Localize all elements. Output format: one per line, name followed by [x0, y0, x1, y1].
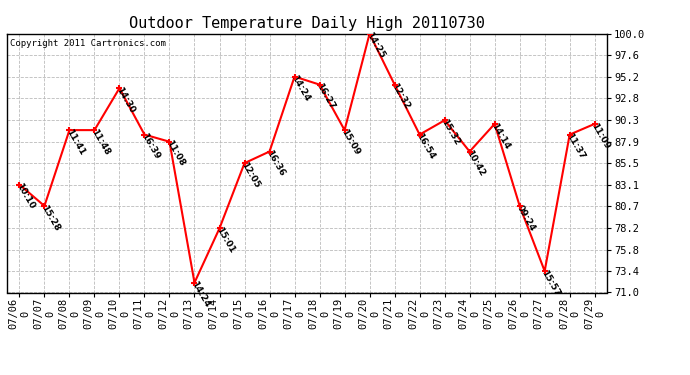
Text: 11:48: 11:48 [90, 128, 112, 157]
Title: Outdoor Temperature Daily High 20110730: Outdoor Temperature Daily High 20110730 [129, 16, 485, 31]
Text: 15:09: 15:09 [339, 128, 362, 157]
Text: 16:54: 16:54 [415, 132, 437, 161]
Text: 16:39: 16:39 [139, 132, 161, 161]
Text: 10:42: 10:42 [464, 149, 486, 178]
Text: 14:24: 14:24 [190, 280, 212, 309]
Text: 15:32: 15:32 [440, 117, 462, 147]
Text: 12:05: 12:05 [239, 160, 262, 189]
Text: 14:24: 14:24 [290, 74, 312, 103]
Text: 09:24: 09:24 [515, 203, 537, 232]
Text: 11:09: 11:09 [590, 121, 612, 150]
Text: 15:57: 15:57 [540, 268, 562, 298]
Text: Copyright 2011 Cartronics.com: Copyright 2011 Cartronics.com [10, 39, 166, 48]
Text: 11:08: 11:08 [164, 139, 186, 168]
Text: 15:28: 15:28 [39, 203, 61, 232]
Text: 15:01: 15:01 [215, 225, 237, 255]
Text: 14:30: 14:30 [115, 86, 137, 115]
Text: 12:32: 12:32 [390, 82, 412, 111]
Text: 14:14: 14:14 [490, 121, 512, 151]
Text: 11:41: 11:41 [64, 128, 86, 157]
Text: 16:36: 16:36 [264, 149, 286, 178]
Text: 14:25: 14:25 [364, 31, 386, 60]
Text: 11:37: 11:37 [564, 132, 586, 161]
Text: 16:27: 16:27 [315, 82, 337, 111]
Text: 10:10: 10:10 [14, 182, 37, 211]
